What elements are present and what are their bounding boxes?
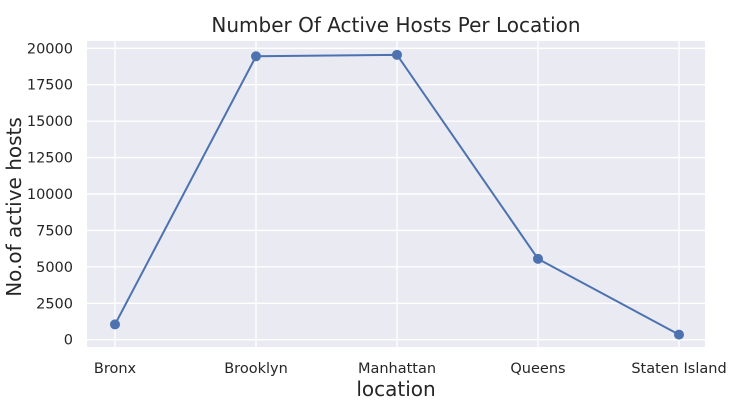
y-tick-label: 5000 [36,260,73,276]
x-tick-label: Manhattan [358,361,436,377]
x-tick-label: Bronx [94,361,137,377]
data-point-queens [533,253,543,264]
series-active-hosts [110,49,684,340]
chart-title: Number Of Active Hosts Per Location [211,13,580,37]
y-tick-label: 2500 [36,296,73,312]
data-point-staten-island [674,329,684,340]
y-gridlines [87,47,705,341]
y-tick-label: 7500 [36,223,73,239]
y-tick-label: 0 [64,333,73,349]
x-tick-labels: Bronx Brooklyn Manhattan Queens Staten Islan… [94,361,727,377]
y-tick-label: 17500 [27,78,73,94]
y-axis-label: No.of active hosts [2,117,26,297]
y-tick-label: 10000 [27,187,73,203]
y-tick-label: 15000 [27,114,73,130]
y-tick-labels: 0 2500 5000 7500 10000 12500 15000 17500 20000 [27,41,73,348]
y-tick-label: 12500 [27,151,73,167]
x-tick-label: Queens [510,361,565,377]
x-tick-label: Brooklyn [224,361,288,377]
x-tick-label: Staten Island [631,361,726,377]
x-axis-label: location [356,377,435,401]
y-tick-label: 20000 [27,41,73,57]
data-point-bronx [110,319,120,330]
data-point-manhattan [392,49,402,60]
x-gridlines [114,41,680,347]
data-point-brooklyn [251,51,261,62]
